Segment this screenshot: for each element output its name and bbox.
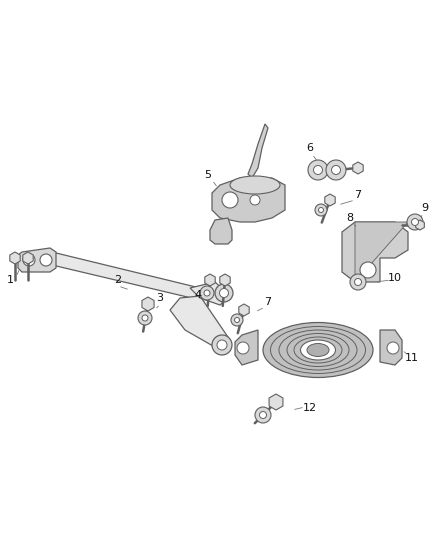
Text: 10: 10 [388, 273, 402, 283]
Polygon shape [380, 330, 402, 365]
Polygon shape [212, 178, 285, 222]
Text: 7: 7 [265, 297, 272, 307]
Circle shape [23, 254, 35, 266]
Circle shape [212, 335, 232, 355]
Text: 1: 1 [7, 275, 14, 285]
Polygon shape [416, 220, 424, 230]
Circle shape [407, 214, 423, 230]
Circle shape [138, 311, 152, 325]
Circle shape [326, 160, 346, 180]
Circle shape [360, 262, 376, 278]
Circle shape [222, 192, 238, 208]
Polygon shape [142, 297, 154, 311]
Circle shape [237, 342, 249, 354]
Ellipse shape [263, 322, 373, 377]
Text: 5: 5 [205, 170, 212, 180]
Circle shape [350, 274, 366, 290]
Circle shape [411, 219, 418, 225]
Polygon shape [239, 304, 249, 316]
Circle shape [332, 166, 340, 174]
Polygon shape [205, 274, 215, 286]
Circle shape [40, 254, 52, 266]
Text: 7: 7 [354, 190, 361, 200]
Polygon shape [210, 218, 232, 244]
Polygon shape [220, 274, 230, 286]
Text: 3: 3 [156, 293, 163, 303]
Circle shape [315, 204, 327, 216]
Polygon shape [325, 194, 335, 206]
Circle shape [318, 207, 324, 213]
Polygon shape [10, 252, 20, 264]
Polygon shape [355, 222, 408, 282]
Polygon shape [190, 282, 230, 305]
Polygon shape [18, 248, 56, 272]
Circle shape [308, 160, 328, 180]
Ellipse shape [300, 340, 336, 360]
Circle shape [142, 315, 148, 321]
Text: 9: 9 [421, 203, 428, 213]
Circle shape [217, 340, 227, 350]
Polygon shape [342, 222, 408, 282]
Text: 6: 6 [307, 143, 314, 153]
Circle shape [234, 318, 240, 322]
Polygon shape [248, 124, 268, 178]
Polygon shape [23, 252, 33, 264]
Text: 2: 2 [114, 275, 122, 285]
Circle shape [354, 279, 361, 286]
Polygon shape [235, 330, 258, 365]
Polygon shape [52, 252, 205, 300]
Polygon shape [170, 296, 230, 350]
Circle shape [204, 290, 210, 296]
Circle shape [259, 411, 266, 418]
Text: 11: 11 [405, 353, 419, 363]
Circle shape [219, 288, 229, 297]
Circle shape [200, 286, 214, 300]
Circle shape [255, 407, 271, 423]
Circle shape [231, 314, 243, 326]
Circle shape [250, 195, 260, 205]
Text: 4: 4 [194, 290, 201, 300]
Text: 8: 8 [346, 213, 353, 223]
Ellipse shape [307, 343, 329, 357]
Circle shape [215, 284, 233, 302]
Ellipse shape [230, 176, 280, 194]
Text: 12: 12 [303, 403, 317, 413]
Polygon shape [269, 394, 283, 410]
Circle shape [387, 342, 399, 354]
Circle shape [314, 166, 322, 174]
Polygon shape [353, 162, 363, 174]
